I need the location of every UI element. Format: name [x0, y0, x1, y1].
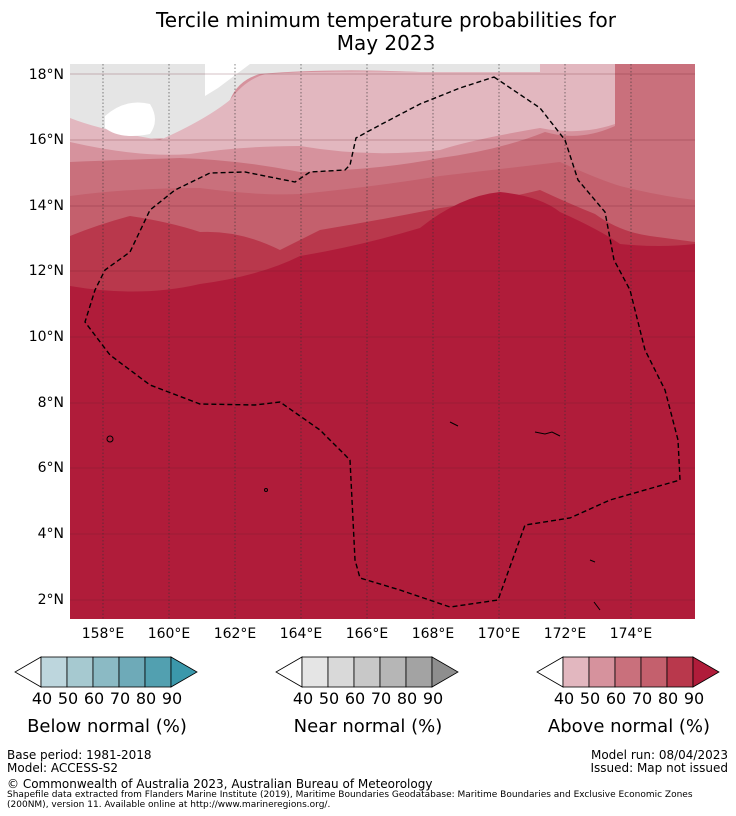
near-cbar-box-4 [379, 656, 407, 688]
lon-label-158e: 158°E [81, 626, 125, 642]
copyright-text: © Commonwealth of Australia 2023, Austra… [7, 777, 433, 791]
lon-label-168e: 168°E [411, 626, 455, 642]
below-cbar-box-5 [144, 656, 172, 688]
near-cbar-box-3 [353, 656, 381, 688]
probability-map [70, 64, 695, 619]
shapefile-attribution: Shapefile data extracted from Flanders M… [7, 790, 693, 810]
model-text: Model: ACCESS-S2 [7, 761, 119, 775]
below-normal-label: Below normal (%) [27, 716, 187, 737]
lat-label-14n: 14°N [28, 198, 64, 214]
near-normal-band [70, 64, 540, 140]
near-normal-colorbar [275, 656, 459, 688]
below-tick-60: 60 [83, 689, 105, 708]
lat-label-2n: 2°N [37, 592, 64, 608]
model-run-text: Model run: 08/04/2023 [590, 748, 728, 762]
near-tick-50: 50 [318, 689, 340, 708]
map-title-line-2: May 2023 [336, 31, 436, 55]
eez-boundary [84, 76, 681, 608]
map-title-line-1: Tercile minimum temperature probabilitie… [155, 8, 617, 32]
above-tick-80: 80 [657, 689, 679, 708]
latitude-lines [70, 73, 695, 601]
below-tick-40: 40 [31, 689, 53, 708]
lon-label-170e: 170°E [477, 626, 521, 642]
near-tick-70: 70 [370, 689, 392, 708]
graticule [102, 64, 632, 619]
near-tick-40: 40 [292, 689, 314, 708]
below-cbar-box-1 [40, 656, 68, 688]
near-cbar-box-2 [327, 656, 355, 688]
lat-label-10n: 10°N [28, 329, 64, 345]
above-cbar-box-5 [666, 656, 694, 688]
near-cbar-high-extend [431, 656, 459, 688]
lon-label-174e: 174°E [609, 626, 653, 642]
near-cbar-box-5 [405, 656, 433, 688]
above-normal-label: Above normal (%) [547, 716, 711, 737]
lon-label-166e: 166°E [345, 626, 389, 642]
map-fill-layers [70, 64, 695, 619]
below-cbar-high-extend [170, 656, 198, 688]
lat-label-12n: 12°N [28, 263, 64, 279]
below-cbar-box-4 [118, 656, 146, 688]
near-tick-60: 60 [344, 689, 366, 708]
lat-label-8n: 8°N [37, 395, 64, 411]
above-tick-60: 60 [605, 689, 627, 708]
above-90-band [70, 192, 695, 619]
issued-text: Issued: Map not issued [590, 761, 728, 775]
above-tick-70: 70 [631, 689, 653, 708]
near-tick-80: 80 [396, 689, 418, 708]
lat-label-4n: 4°N [37, 526, 64, 542]
lon-label-162e: 162°E [213, 626, 257, 642]
below-cbar-box-3 [92, 656, 120, 688]
below-cbar-box-2 [66, 656, 94, 688]
near-cbar-low-extend [275, 656, 303, 688]
lon-label-172e: 172°E [543, 626, 587, 642]
above-cbar-box-1 [562, 656, 590, 688]
base-period-text: Base period: 1981-2018 [7, 748, 152, 762]
above-cbar-box-4 [640, 656, 668, 688]
below-normal-colorbar [14, 656, 198, 688]
above-cbar-box-2 [588, 656, 616, 688]
above-tick-50: 50 [579, 689, 601, 708]
above-cbar-low-extend [536, 656, 564, 688]
above-tick-40: 40 [553, 689, 575, 708]
island-outlines [106, 421, 601, 611]
near-tick-90: 90 [422, 689, 444, 708]
lat-label-18n: 18°N [28, 67, 64, 83]
below-tick-90: 90 [161, 689, 183, 708]
land-white-patch [105, 64, 250, 136]
below-tick-50: 50 [57, 689, 79, 708]
above-cbar-box-3 [614, 656, 642, 688]
below-cbar-low-extend [14, 656, 42, 688]
near-cbar-box-1 [301, 656, 329, 688]
above-tick-90: 90 [683, 689, 705, 708]
above-cbar-high-extend [692, 656, 720, 688]
lat-label-16n: 16°N [28, 132, 64, 148]
lat-label-6n: 6°N [37, 460, 64, 476]
above-40-band [70, 64, 615, 155]
lon-label-164e: 164°E [279, 626, 323, 642]
below-tick-80: 80 [135, 689, 157, 708]
above-normal-colorbar [536, 656, 720, 688]
below-tick-70: 70 [109, 689, 131, 708]
near-normal-label: Near normal (%) [293, 716, 443, 737]
lon-label-160e: 160°E [147, 626, 191, 642]
